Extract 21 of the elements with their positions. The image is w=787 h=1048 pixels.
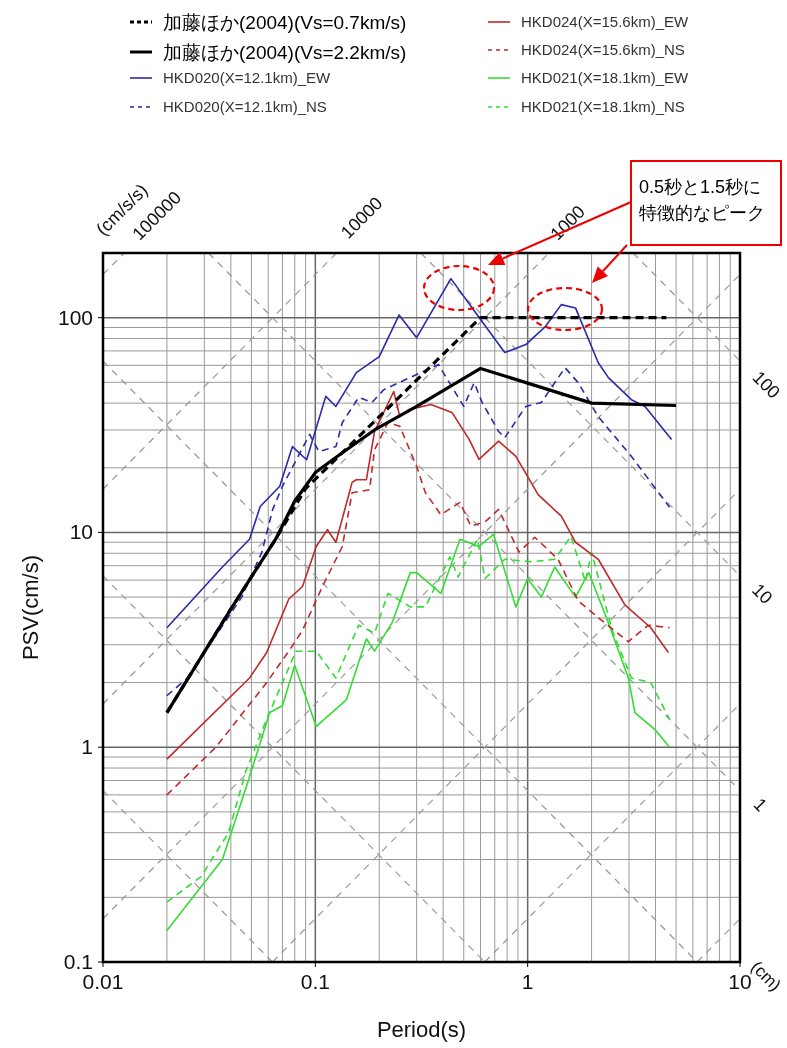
y-tick-label: 0.1 xyxy=(63,950,93,973)
y-tick-label: 10 xyxy=(69,520,93,544)
legend-label: HKD021(X=18.1km)_EW xyxy=(521,69,689,86)
x-tick-label: 0.01 xyxy=(82,970,124,993)
text: 10 xyxy=(748,579,777,608)
legend-label: HKD020(X=12.1km)_NS xyxy=(163,98,327,115)
text: 0.5秒と1.5秒に特徴的なピーク xyxy=(639,177,765,223)
legend-label: HKD020(X=12.1km)_EW xyxy=(163,69,331,86)
legend-label: 加藤ほか(2004)(Vs=2.2km/s) xyxy=(163,42,407,63)
y-tick-label: 1 xyxy=(81,735,93,759)
text: 1 xyxy=(749,794,771,816)
legend-label: 加藤ほか(2004)(Vs=0.7km/s) xyxy=(163,12,407,33)
legend-label: HKD021(X=18.1km)_NS xyxy=(521,98,685,115)
legend-label: HKD024(X=15.6km)_EW xyxy=(521,13,689,30)
y-axis-title: PSV(cm/s) xyxy=(18,554,43,661)
x-axis-title: Period(s) xyxy=(376,1017,467,1042)
x-tick-label: 0.1 xyxy=(300,970,330,993)
text: 100 xyxy=(748,367,784,403)
x-tick-label: 1 xyxy=(521,970,534,993)
y-tick-label: 100 xyxy=(57,305,93,329)
legend-label: HKD024(X=15.6km)_NS xyxy=(521,41,685,58)
